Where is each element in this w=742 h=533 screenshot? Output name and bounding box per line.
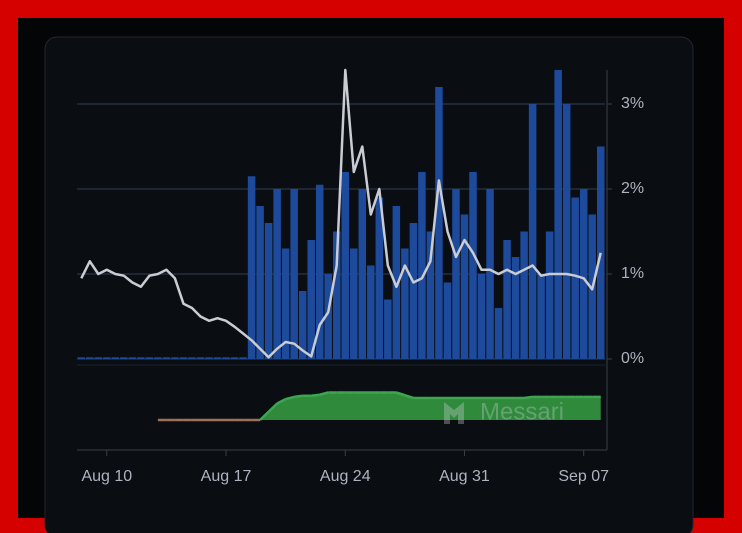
bar: [367, 265, 375, 359]
bar: [503, 240, 511, 359]
watermark: Messari: [480, 398, 564, 425]
bar: [162, 357, 171, 359]
bar: [409, 223, 418, 359]
bar: [205, 357, 213, 359]
bar: [128, 357, 137, 359]
bar: [213, 357, 222, 359]
x-tick-label: Sep 07: [558, 468, 609, 485]
bar: [537, 274, 545, 359]
bar: [452, 189, 460, 359]
area-edge: [267, 402, 278, 413]
bar: [528, 104, 537, 359]
watermark-logo: [444, 402, 464, 424]
area-edge: [276, 397, 287, 405]
bar: [222, 357, 230, 359]
area-edge: [319, 391, 329, 396]
y-tick-label: 3%: [621, 95, 644, 112]
bar: [290, 189, 298, 359]
bar: [579, 189, 588, 359]
bar: [307, 240, 315, 359]
bar: [188, 357, 196, 359]
bar: [171, 357, 179, 359]
bar: [86, 357, 94, 359]
bar: [239, 357, 247, 359]
bar: [341, 172, 350, 359]
area-edge: [523, 395, 533, 400]
area-edge: [259, 410, 270, 421]
bar: [145, 357, 154, 359]
bar: [324, 274, 332, 359]
bar: [298, 291, 307, 359]
bar: [230, 357, 239, 359]
line: [80, 68, 602, 359]
bar: [435, 87, 443, 359]
bar: [443, 282, 452, 359]
bar: [315, 184, 324, 359]
bar: [154, 357, 162, 359]
bar: [273, 189, 281, 359]
area-edge: [311, 393, 320, 398]
area-edge: [395, 391, 406, 397]
bar: [247, 176, 256, 359]
y-tick-label: 2%: [621, 180, 644, 197]
bar: [571, 197, 579, 359]
bar: [418, 172, 426, 359]
bar: [281, 248, 290, 359]
y-tick-label: 1%: [621, 265, 644, 282]
bar: [384, 299, 392, 359]
area-edge: [294, 394, 303, 399]
x-tick-label: Aug 17: [201, 468, 252, 485]
bar: [392, 206, 401, 359]
y-tick-label: 0%: [621, 350, 644, 367]
bar: [111, 357, 120, 359]
bar: [401, 248, 409, 359]
bar: [596, 146, 605, 359]
bar: [469, 172, 477, 359]
bar: [103, 357, 111, 359]
bar: [562, 104, 571, 359]
bar: [486, 189, 494, 359]
bar: [350, 248, 358, 359]
bar: [256, 206, 264, 359]
bar: [196, 357, 205, 359]
bar: [477, 274, 486, 359]
area-edge: [404, 394, 414, 400]
bar: [511, 257, 520, 359]
bar: [77, 357, 86, 359]
bar: [460, 214, 469, 359]
bar: [375, 197, 384, 359]
bar: [520, 231, 528, 359]
x-tick-label: Aug 10: [81, 468, 132, 485]
bar: [264, 223, 273, 359]
bar: [554, 70, 562, 359]
bar: [545, 231, 554, 359]
bar: [137, 357, 145, 359]
bar: [494, 308, 503, 359]
bar: [120, 357, 128, 359]
x-tick-label: Aug 31: [439, 468, 490, 485]
bar: [332, 231, 341, 359]
x-tick-label: Aug 24: [320, 468, 371, 485]
bar: [179, 357, 188, 359]
bar: [94, 357, 103, 359]
bar: [426, 231, 435, 359]
bar: [358, 189, 367, 359]
area-edge: [285, 395, 295, 401]
